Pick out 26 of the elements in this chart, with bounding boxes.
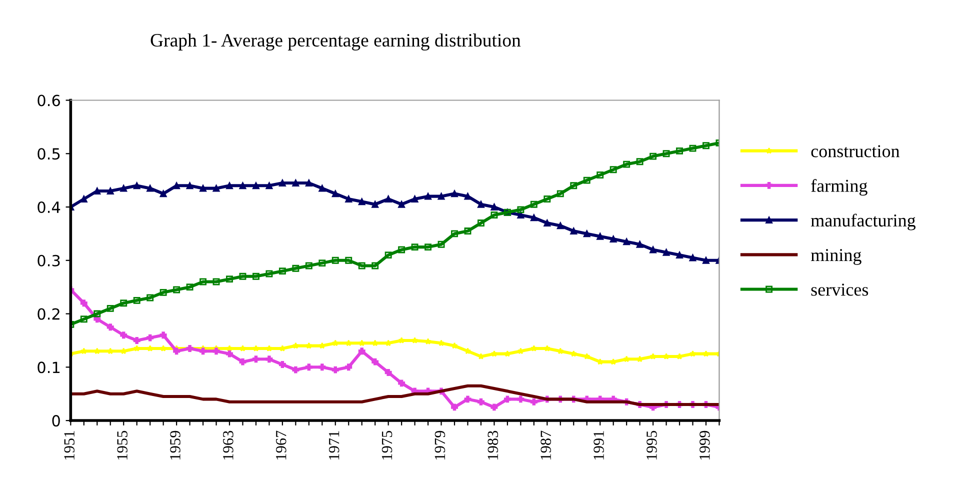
x-tick-label: 1987 xyxy=(540,430,551,460)
x-tick-label: 1951 xyxy=(64,431,74,460)
x-tick-label: 1983 xyxy=(488,430,498,460)
x-tick-label: 1955 xyxy=(117,430,128,460)
x-tick-label: 1991 xyxy=(594,431,604,460)
legend-label: construction xyxy=(811,145,900,158)
y-tick-label: 0.1 xyxy=(38,362,60,374)
y-tick-label: 0.2 xyxy=(38,308,60,320)
legend-label: mining xyxy=(810,249,862,265)
x-tick-label: 1995 xyxy=(646,430,657,460)
x-tick-label: 1967 xyxy=(276,430,286,460)
x-tick-label: 1975 xyxy=(382,430,392,460)
y-tick-label: 0.3 xyxy=(38,254,60,266)
y-tick-label: 0.4 xyxy=(38,201,60,214)
x-tick-label: 1963 xyxy=(223,430,234,460)
legend-label: services xyxy=(811,284,868,296)
x-tick-label: 1979 xyxy=(434,430,446,460)
y-tick-label: 0.5 xyxy=(38,148,60,160)
y-tick-label: 0.6 xyxy=(38,94,60,106)
x-tick-label: 1959 xyxy=(170,430,180,460)
y-tick-label: 0 xyxy=(52,415,60,427)
legend-label: farming xyxy=(811,179,868,196)
legend-label: manufacturing xyxy=(810,214,916,230)
x-tick-label: 1971 xyxy=(328,431,340,460)
chart-title: Graph 1- Average percentage earning distribution xyxy=(150,33,521,50)
x-tick-label: 1999 xyxy=(700,430,710,460)
